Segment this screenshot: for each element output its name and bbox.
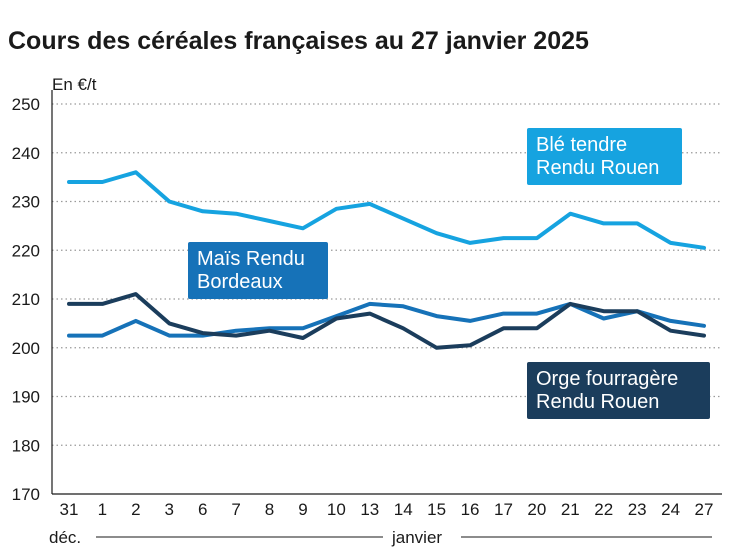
series-label-text: Rendu Rouen — [536, 157, 659, 179]
x-tick-label: 27 — [695, 500, 714, 519]
series-label-text: Bordeaux — [197, 271, 283, 293]
series-label-text: Blé tendre — [536, 134, 627, 156]
y-tick-label: 210 — [12, 290, 40, 309]
series-label-text: Rendu Rouen — [536, 391, 659, 413]
period-axis: déc. janvier — [49, 528, 712, 547]
y-tick-label: 170 — [12, 485, 40, 504]
x-tick-label: 6 — [198, 500, 207, 519]
x-tick-label: 7 — [231, 500, 240, 519]
y-tick-label: 190 — [12, 388, 40, 407]
x-tick-label: 31 — [60, 500, 79, 519]
period-label-december: déc. — [49, 528, 81, 547]
x-tick-label: 13 — [360, 500, 379, 519]
series-line-orge — [67, 292, 706, 350]
y-axis-unit-label: En €/t — [52, 75, 97, 94]
x-tick-label: 24 — [661, 500, 680, 519]
series-label-box — [527, 362, 710, 419]
series-label-text: Orge fourragère — [536, 368, 678, 390]
x-tick-label: 8 — [265, 500, 274, 519]
x-tick-label: 22 — [594, 500, 613, 519]
series-label-text: Maïs Rendu — [197, 248, 305, 270]
x-tick-label: 21 — [561, 500, 580, 519]
series-label-box — [527, 128, 682, 185]
y-tick-label: 220 — [12, 241, 40, 260]
x-tick-label: 3 — [165, 500, 174, 519]
x-tick-label: 16 — [461, 500, 480, 519]
series-line-mais — [67, 301, 706, 338]
y-tick-labels: 170 180 190 200 210 220 230 240 250 — [12, 95, 40, 504]
series-line-ble-tendre — [67, 170, 706, 250]
chart-title: Cours des céréales françaises au 27 janv… — [8, 27, 589, 55]
y-tick-label: 180 — [12, 436, 40, 455]
period-label-january: janvier — [391, 528, 442, 547]
x-tick-label: 9 — [298, 500, 307, 519]
x-tick-label: 23 — [628, 500, 647, 519]
x-tick-labels: 31 1 2 3 6 7 8 9 10 13 14 15 16 17 20 21 22 23 24 27 — [60, 500, 714, 519]
y-tick-label: 240 — [12, 144, 40, 163]
y-tick-label: 230 — [12, 193, 40, 212]
series-lines — [67, 170, 706, 350]
x-tick-label: 2 — [131, 500, 140, 519]
x-tick-label: 17 — [494, 500, 513, 519]
x-tick-label: 14 — [394, 500, 413, 519]
y-tick-label: 200 — [12, 339, 40, 358]
x-tick-label: 10 — [327, 500, 346, 519]
y-tick-label: 250 — [12, 95, 40, 114]
x-tick-label: 1 — [98, 500, 107, 519]
series-label-box — [188, 242, 328, 299]
x-tick-label: 20 — [527, 500, 546, 519]
x-tick-label: 15 — [427, 500, 446, 519]
